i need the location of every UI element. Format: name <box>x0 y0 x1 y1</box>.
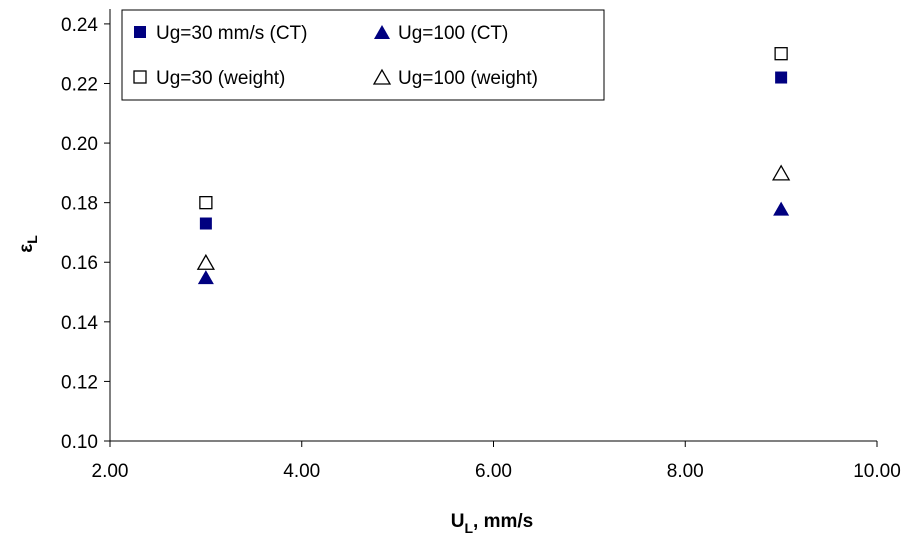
data-points <box>196 47 791 285</box>
legend-label: Ug=100 (CT) <box>398 23 508 44</box>
legend-label: Ug=30 (weight) <box>156 68 285 89</box>
x-axis-title: UL, mm/s <box>451 511 534 536</box>
y-tick-label: 0.22 <box>61 74 98 95</box>
y-axis-title-sub: L <box>24 235 40 244</box>
x-tick-label: 2.00 <box>92 461 129 482</box>
axes: 0.10 0.12 0.14 0.16 0.18 0.20 0.22 0.24 2.00 4.00… <box>61 9 901 482</box>
y-tick-label: 0.14 <box>61 313 98 334</box>
data-point-series-2 <box>773 201 790 216</box>
legend-marker-4 <box>372 68 392 85</box>
x-tick-label: 4.00 <box>283 461 320 482</box>
y-tick-label: 0.16 <box>61 253 98 274</box>
data-point-series-3 <box>199 196 213 210</box>
legend-marker-3 <box>133 70 147 84</box>
y-axis-title-main: ε <box>16 244 37 253</box>
x-tick-label: 6.00 <box>475 461 512 482</box>
y-tick-label: 0.12 <box>61 372 98 393</box>
data-point-series-1 <box>199 217 212 230</box>
y-axis-title: εL <box>16 235 40 253</box>
data-point-series-1 <box>775 71 788 84</box>
x-tick-label: 8.00 <box>667 461 704 482</box>
y-tick-label: 0.20 <box>61 134 98 155</box>
legend-marker-2 <box>374 25 390 39</box>
legend: Ug=30 mm/s (CT) Ug=100 (CT) Ug=30 (weight)… <box>121 9 605 101</box>
x-axis-title-rest: , mm/s <box>473 511 533 532</box>
legend-label: Ug=30 mm/s (CT) <box>156 23 308 44</box>
legend-label: Ug=100 (weight) <box>398 68 538 89</box>
y-tick-label: 0.24 <box>61 15 98 36</box>
data-point-series-3 <box>774 47 788 61</box>
legend-box <box>121 9 605 101</box>
x-axis-title-sub: L <box>464 520 473 536</box>
data-point-series-4 <box>772 164 791 181</box>
data-point-series-2 <box>197 270 214 285</box>
data-point-series-4 <box>196 253 215 270</box>
legend-marker-1 <box>134 26 146 38</box>
x-tick-label: 10.00 <box>853 461 901 482</box>
y-tick-label: 0.10 <box>61 432 98 453</box>
y-tick-label: 0.18 <box>61 194 98 215</box>
x-axis-title-main: U <box>451 511 465 532</box>
